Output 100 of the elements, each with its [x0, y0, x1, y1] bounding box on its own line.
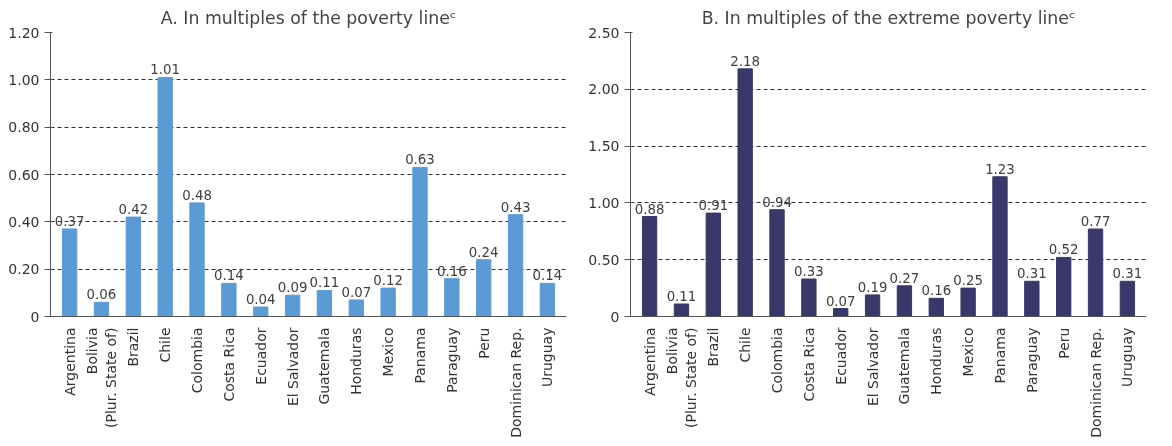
x-tick-label: Costa Rica	[800, 327, 817, 402]
bar	[769, 209, 785, 317]
data-label: 0.14	[214, 268, 244, 284]
data-label: 0.77	[1080, 214, 1111, 230]
bar	[896, 285, 913, 317]
bar	[737, 68, 753, 317]
x-tick-label: Paraguay	[443, 327, 460, 393]
bar	[705, 212, 721, 317]
data-label: 0.19	[857, 279, 888, 295]
data-label: 0.11	[309, 275, 340, 291]
data-label: 0.16	[921, 283, 952, 299]
y-tick-label: 1.00	[8, 71, 40, 88]
x-tick-label: Bolivia (Plur. State of)	[83, 327, 120, 428]
x-tick-label: Panama	[991, 327, 1008, 384]
x-tick-label: Dominican Rep.	[507, 327, 524, 438]
data-label: 0.31	[1112, 266, 1143, 282]
bar	[507, 214, 524, 317]
bar	[61, 228, 78, 317]
bar	[93, 301, 110, 317]
data-label: 0.91	[698, 198, 729, 214]
data-label: 1.01	[150, 62, 181, 78]
data-label: 0.11	[666, 289, 697, 304]
bar	[221, 282, 237, 317]
data-label: 0.07	[341, 284, 372, 300]
y-tick-label: 0.60	[8, 166, 40, 183]
x-tick-label: Colombia	[769, 327, 786, 394]
bar	[864, 294, 881, 317]
bar	[253, 306, 269, 317]
x-tick-label: Uruguay	[1119, 327, 1136, 387]
y-tick-label: 2.50	[588, 24, 620, 41]
data-label: 0.31	[1017, 266, 1047, 282]
data-label: 0.88	[634, 201, 665, 217]
x-tick-label: Peru	[1055, 327, 1072, 359]
data-label: 0.09	[277, 280, 308, 296]
x-tick-label: Guatemala	[896, 327, 913, 405]
y-tick-label: 1.00	[588, 194, 620, 211]
data-label: 0.14	[532, 268, 563, 284]
x-tick-label: Guatemala	[316, 327, 333, 405]
x-tick-label: Uruguay	[539, 327, 556, 387]
data-label: 0.52	[1048, 242, 1079, 258]
x-tick-label: Colombia	[189, 327, 206, 394]
bar	[380, 287, 396, 317]
y-tick-label: 0	[30, 308, 40, 325]
x-tick-label: Argentina	[61, 327, 78, 396]
x-tick-label: Honduras	[348, 327, 365, 395]
data-label: 0.24	[468, 244, 499, 260]
data-label: 0.16	[437, 263, 467, 279]
y-tick-label: 1.50	[588, 138, 620, 155]
y-tick-label: 0.80	[8, 119, 40, 136]
x-tick-label: Ecuador	[252, 327, 269, 385]
bar	[992, 176, 1008, 317]
bar	[1024, 280, 1040, 317]
data-label: 1.23	[985, 161, 1015, 177]
x-tick-label: Bolivia (Plur. State of)	[663, 327, 700, 428]
y-tick-label: 0.20	[8, 261, 40, 278]
bar	[189, 202, 205, 317]
data-label: 0.48	[182, 187, 212, 203]
x-tick-label: Argentina	[641, 327, 658, 396]
bar	[348, 299, 364, 317]
data-label: 0.94	[762, 194, 792, 210]
x-tick-label: Mexico	[960, 327, 977, 377]
x-tick-label: Ecuador	[832, 327, 849, 385]
y-tick-label: 1.20	[8, 24, 40, 41]
chart-title: B. In multiples of the extreme poverty lineᶜ	[701, 7, 1076, 28]
bar	[928, 297, 944, 317]
bar	[673, 303, 690, 317]
x-tick-label: Chile	[157, 327, 174, 363]
chart-title: A. In multiples of the poverty lineᶜ	[160, 7, 457, 28]
data-label: 0.42	[118, 202, 149, 218]
bar	[444, 278, 460, 317]
x-tick-label: Brazil	[705, 327, 722, 367]
x-tick-label: El Salvador	[284, 327, 301, 407]
bar	[1119, 280, 1136, 317]
bar	[412, 166, 428, 317]
x-tick-label: Paraguay	[1023, 327, 1040, 393]
bar	[833, 308, 849, 317]
data-label: 2.18	[730, 53, 761, 69]
x-tick-label: Panama	[411, 327, 428, 384]
data-label: 0.33	[794, 264, 824, 280]
data-label: 0.25	[953, 273, 983, 289]
bar	[801, 278, 817, 317]
bar	[284, 294, 301, 317]
data-label: 0.43	[500, 199, 531, 215]
x-tick-label: Peru	[475, 327, 492, 359]
bar	[960, 287, 976, 317]
bar	[316, 289, 333, 317]
y-tick-label: 2.00	[588, 81, 620, 98]
bar	[476, 259, 492, 317]
y-tick-label: 0	[610, 308, 620, 325]
data-label: 0.04	[245, 292, 276, 308]
x-tick-label: El Salvador	[864, 327, 881, 407]
x-tick-label: Chile	[737, 327, 754, 363]
bar	[539, 282, 556, 317]
x-tick-label: Costa Rica	[220, 327, 237, 402]
x-tick-label: Honduras	[928, 327, 945, 395]
data-label: 0.06	[86, 287, 117, 303]
data-label: 0.12	[373, 273, 403, 289]
data-label: 0.63	[405, 152, 435, 168]
bar	[641, 216, 658, 317]
bar	[1087, 228, 1104, 317]
